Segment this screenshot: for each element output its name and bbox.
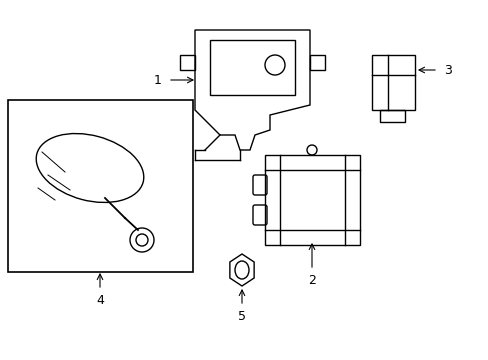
Text: 3: 3 — [443, 63, 451, 77]
Text: 1: 1 — [154, 73, 162, 86]
Text: 5: 5 — [238, 310, 245, 323]
Text: 2: 2 — [307, 274, 315, 287]
Text: 4: 4 — [96, 293, 104, 306]
Bar — [8, 100, 193, 272]
